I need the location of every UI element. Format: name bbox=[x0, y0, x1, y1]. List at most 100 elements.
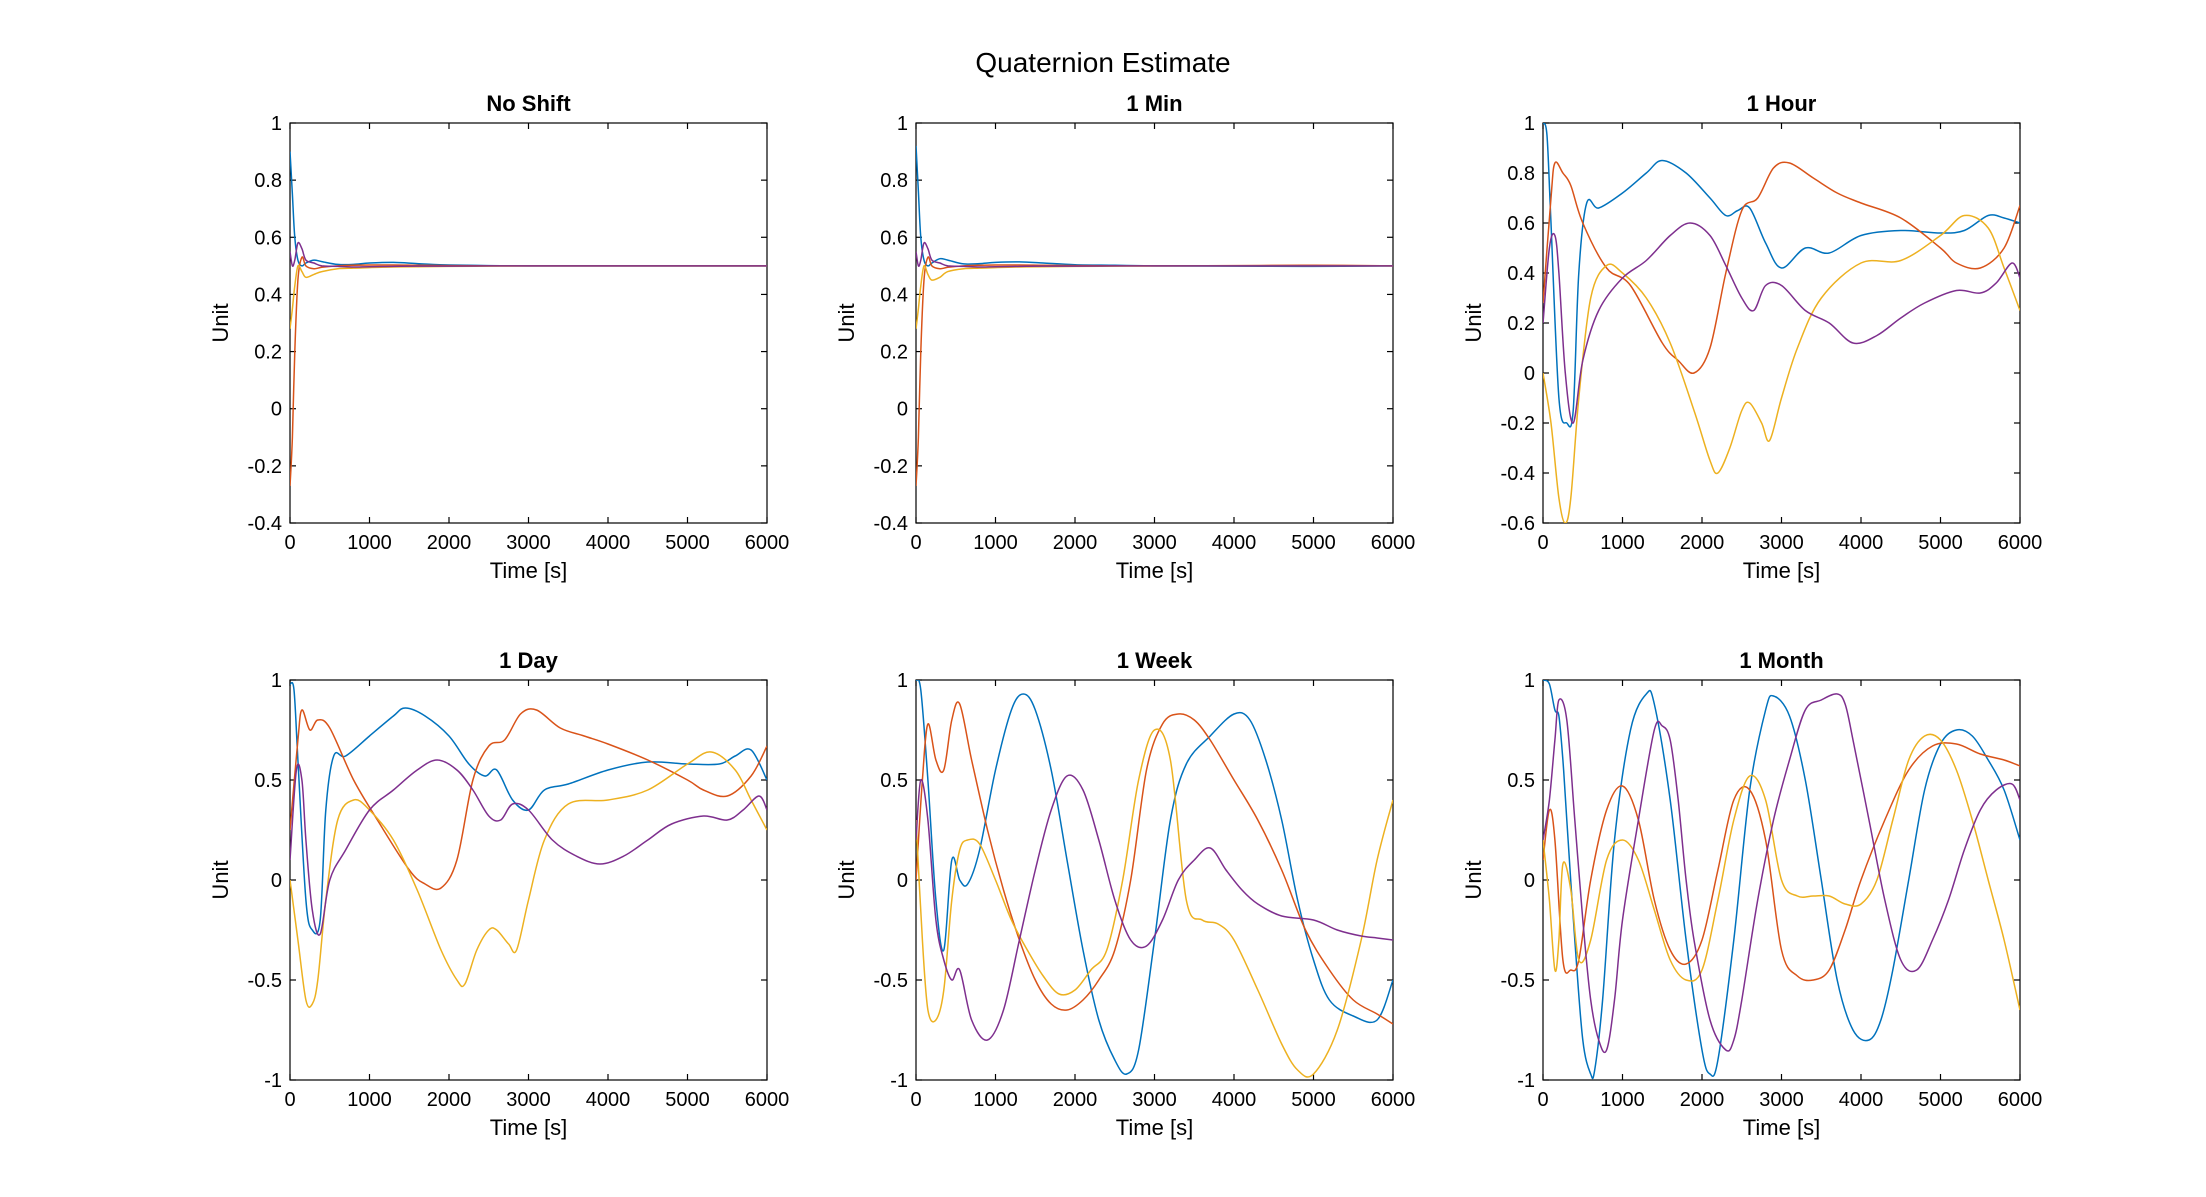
series-group bbox=[290, 681, 767, 1008]
x-tick-label: 5000 bbox=[665, 1089, 710, 1111]
x-tick-label: 2000 bbox=[1053, 532, 1098, 554]
subplot-title: 1 Month bbox=[1739, 648, 1823, 673]
y-tick-label: -1 bbox=[890, 1070, 908, 1092]
x-tick-label: 5000 bbox=[1291, 532, 1336, 554]
y-tick-label: 0.2 bbox=[1507, 313, 1535, 335]
y-tick-label: -0.4 bbox=[1501, 463, 1535, 485]
y-axis-label: Unit bbox=[208, 860, 233, 899]
y-tick-label: 0.2 bbox=[880, 342, 908, 364]
y-axis-label: Unit bbox=[834, 860, 859, 899]
y-tick-label: 0.4 bbox=[1507, 263, 1535, 285]
series-line-q2 bbox=[290, 708, 767, 891]
y-tick-label: 0.4 bbox=[254, 284, 282, 306]
x-tick-label: 6000 bbox=[1371, 532, 1416, 554]
y-tick-label: -0.4 bbox=[874, 513, 908, 535]
series-line-q4 bbox=[1543, 222, 2020, 424]
x-tick-label: 0 bbox=[910, 1089, 921, 1111]
y-tick-label: 0.2 bbox=[254, 342, 282, 364]
plot-area bbox=[289, 679, 768, 1081]
x-tick-label: 3000 bbox=[506, 1089, 551, 1111]
series-line-q4 bbox=[290, 241, 767, 268]
x-tick-label: 1000 bbox=[973, 1089, 1018, 1111]
x-tick-label: 1000 bbox=[347, 1089, 392, 1111]
x-tick-label: 0 bbox=[284, 1089, 295, 1111]
x-axis-label: Time [s] bbox=[1743, 1115, 1820, 1140]
x-tick-label: 1000 bbox=[1600, 1089, 1645, 1111]
series-line-q3 bbox=[1543, 214, 2020, 523]
y-tick-label: -0.5 bbox=[874, 970, 908, 992]
x-tick-label: 3000 bbox=[1132, 1089, 1177, 1111]
subplot-1: No Shift 0 1000 2000 3000 4000 5000 6000 -0.4 -0.… bbox=[208, 91, 789, 583]
series-line-q3 bbox=[290, 751, 767, 1008]
x-tick-label: 1000 bbox=[347, 532, 392, 554]
series-group bbox=[916, 680, 1393, 1078]
subplot-title: 1 Min bbox=[1126, 91, 1182, 116]
subplot-6: 1 Month 0 1000 2000 3000 4000 5000 6000 -1 -0.5 0 0… bbox=[1461, 648, 2042, 1140]
series-line-q1 bbox=[1543, 123, 2020, 428]
y-axis-label: Unit bbox=[1461, 860, 1486, 899]
y-tick-label: -0.2 bbox=[248, 456, 282, 478]
y-tick-label: -0.2 bbox=[874, 456, 908, 478]
series-line-q4 bbox=[290, 759, 767, 936]
y-tick-label: 0.8 bbox=[254, 170, 282, 192]
x-tick-label: 4000 bbox=[1212, 1089, 1257, 1111]
y-tick-label: 0 bbox=[897, 399, 908, 421]
x-tick-label: 2000 bbox=[1053, 1089, 1098, 1111]
x-axis-label: Time [s] bbox=[1116, 558, 1193, 583]
x-tick-label: 3000 bbox=[1759, 532, 1804, 554]
y-tick-label: 0.8 bbox=[880, 170, 908, 192]
series-line-q4 bbox=[1543, 693, 2020, 1054]
y-tick-label: -0.2 bbox=[1501, 413, 1535, 435]
series-line-q2 bbox=[916, 701, 1393, 1025]
x-tick-label: 4000 bbox=[1839, 1089, 1884, 1111]
plot-area bbox=[1542, 122, 2021, 524]
y-tick-label: -0.5 bbox=[248, 970, 282, 992]
x-axis-label: Time [s] bbox=[490, 558, 567, 583]
x-tick-label: 5000 bbox=[1918, 1089, 1963, 1111]
x-tick-label: 6000 bbox=[1998, 532, 2043, 554]
y-tick-label: 0 bbox=[1524, 870, 1535, 892]
x-tick-label: 6000 bbox=[745, 532, 790, 554]
y-tick-label: 1 bbox=[897, 113, 908, 135]
subplot-title: 1 Day bbox=[499, 648, 558, 673]
x-tick-label: 6000 bbox=[745, 1089, 790, 1111]
plot-area bbox=[915, 122, 1394, 524]
x-tick-label: 1000 bbox=[973, 532, 1018, 554]
subplot-title: 1 Week bbox=[1117, 648, 1193, 673]
x-tick-label: 5000 bbox=[665, 532, 710, 554]
x-tick-label: 4000 bbox=[586, 1089, 631, 1111]
y-tick-label: 0.6 bbox=[880, 227, 908, 249]
x-tick-label: 5000 bbox=[1918, 532, 1963, 554]
series-group bbox=[290, 151, 767, 486]
y-tick-label: 1 bbox=[897, 670, 908, 692]
x-axis-label: Time [s] bbox=[490, 1115, 567, 1140]
y-tick-label: 0 bbox=[897, 870, 908, 892]
y-tick-label: 0.8 bbox=[1507, 163, 1535, 185]
x-axis-label: Time [s] bbox=[1743, 558, 1820, 583]
x-tick-label: 5000 bbox=[1291, 1089, 1336, 1111]
y-tick-label: 1 bbox=[1524, 670, 1535, 692]
series-line-q1 bbox=[290, 681, 767, 935]
y-tick-label: 0.6 bbox=[254, 227, 282, 249]
series-line-q4 bbox=[916, 241, 1393, 268]
x-axis-label: Time [s] bbox=[1116, 1115, 1193, 1140]
subplot-5: 1 Week 0 1000 2000 3000 4000 5000 6000 -1 -0.5 0 0.… bbox=[834, 648, 1415, 1140]
x-tick-label: 0 bbox=[910, 532, 921, 554]
x-tick-label: 3000 bbox=[1132, 532, 1177, 554]
figure-title: Quaternion Estimate bbox=[975, 47, 1230, 78]
x-tick-label: 4000 bbox=[1212, 532, 1257, 554]
series-line-q1 bbox=[916, 680, 1393, 1075]
y-tick-label: 0.4 bbox=[880, 284, 908, 306]
x-tick-label: 3000 bbox=[506, 532, 551, 554]
y-tick-label: 0.5 bbox=[880, 770, 908, 792]
x-tick-label: 0 bbox=[1537, 1089, 1548, 1111]
x-tick-label: 2000 bbox=[427, 1089, 472, 1111]
series-group bbox=[916, 145, 1393, 486]
series-line-q1 bbox=[1543, 680, 2020, 1080]
y-tick-label: -1 bbox=[1517, 1070, 1535, 1092]
y-tick-label: 0.6 bbox=[1507, 213, 1535, 235]
y-tick-label: 1 bbox=[271, 670, 282, 692]
series-line-q3 bbox=[1543, 733, 2020, 1011]
